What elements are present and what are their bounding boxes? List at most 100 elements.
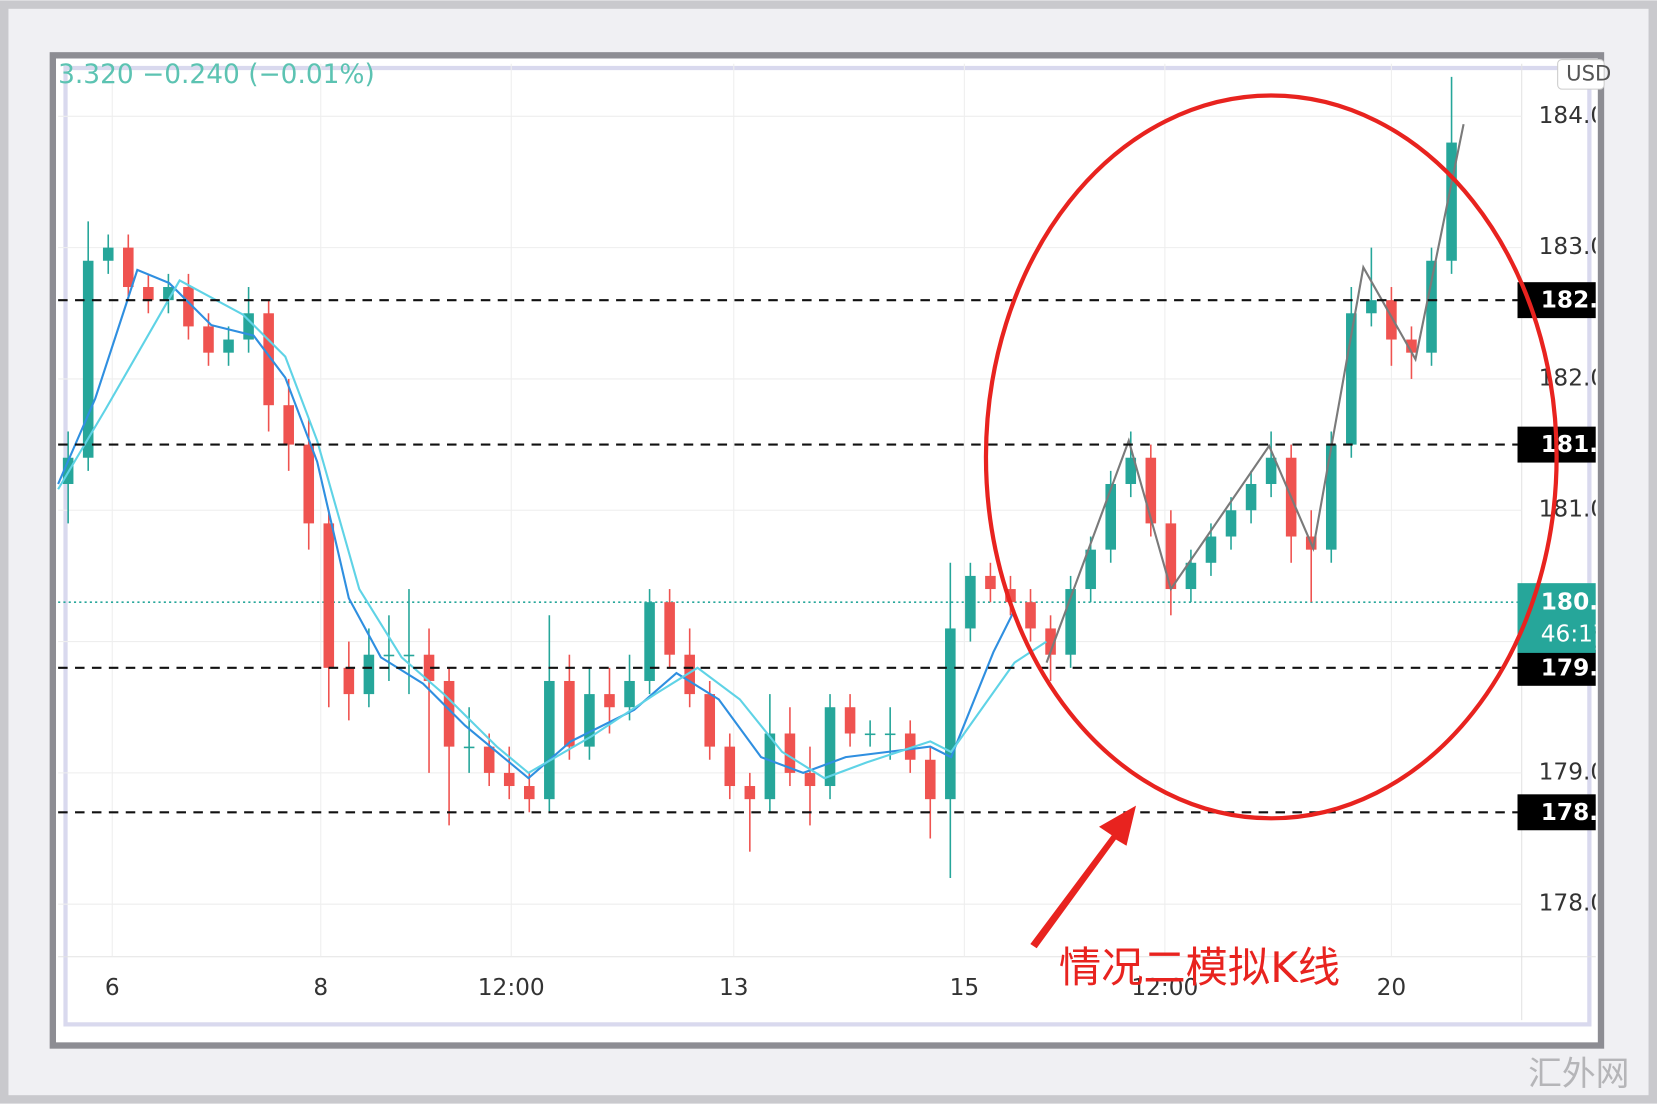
watermark: 汇外网: [1528, 1054, 1629, 1093]
candle-body: [1145, 457, 1157, 524]
candle-body: [664, 602, 675, 655]
x-tick-label: 6: [105, 974, 120, 1001]
inner-frame: [63, 65, 1592, 1027]
candle-body: [1366, 300, 1377, 314]
level-label: 179.8: [1541, 654, 1615, 681]
line-series: [1045, 123, 1465, 663]
candle-body: [1045, 628, 1056, 655]
level-label: 182.6: [1541, 287, 1615, 314]
candle-body: [243, 313, 254, 340]
candle-body: [844, 707, 856, 734]
candle-body: [423, 654, 435, 681]
candle-body: [524, 786, 535, 800]
candle-body: [985, 575, 996, 590]
candle-body: [824, 707, 836, 787]
x-tick-label: 8: [313, 974, 328, 1001]
candle-body: [203, 326, 214, 353]
candle-body: [724, 746, 736, 787]
candle-body: [163, 287, 174, 301]
y-tick-label: 183.0: [1539, 233, 1606, 260]
candle-body: [544, 680, 555, 800]
candle-body: [884, 733, 896, 736]
candle-body: [744, 786, 756, 800]
candle-body: [704, 694, 716, 747]
candle-body: [945, 628, 956, 800]
candle-body: [804, 772, 816, 787]
candle-body: [584, 694, 595, 747]
candle-body: [183, 287, 194, 327]
y-tick-label: 184.0: [1539, 102, 1606, 129]
x-tick-label: 12:00: [1131, 974, 1198, 1001]
candle-body: [1325, 444, 1337, 550]
countdown: 46:17: [1541, 620, 1608, 647]
candle-body: [363, 654, 375, 695]
annotation: 情况二模拟K线: [1059, 943, 1340, 992]
candle-body: [483, 746, 495, 773]
candle-body: [644, 602, 655, 681]
candle-body: [102, 247, 114, 261]
candle-body: [1025, 602, 1036, 629]
currency-box: [1557, 59, 1605, 90]
candle-body: [1065, 589, 1076, 655]
arrow: [1030, 805, 1137, 949]
candle-body: [1105, 483, 1117, 550]
candle-body: [1446, 142, 1457, 261]
candle-body: [1406, 339, 1417, 353]
candle-body: [123, 247, 134, 288]
highlight-circle: [983, 93, 1559, 821]
x-tick-label: 12:00: [478, 974, 545, 1001]
candle-body: [1426, 260, 1437, 353]
candle-body: [1165, 523, 1177, 590]
x-tick-label: 13: [719, 974, 749, 1001]
candle-body: [1245, 483, 1257, 511]
candle-body: [604, 694, 615, 708]
candle-body: [864, 733, 876, 736]
candle-body: [904, 733, 916, 760]
candle-body: [263, 313, 274, 406]
candle-body: [503, 772, 515, 787]
candle-body: [323, 523, 335, 668]
candle-body: [784, 733, 796, 773]
candle-body: [1125, 457, 1137, 484]
x-tick-label: 20: [1377, 974, 1407, 1001]
last-price-label: 180.3: [1541, 589, 1615, 616]
candle-body: [303, 444, 315, 524]
candle-body: [343, 667, 355, 695]
candle-body: [684, 654, 695, 695]
candle-body: [463, 746, 475, 749]
candle-body: [1265, 457, 1277, 484]
last-price-box: [1517, 583, 1596, 653]
candle-body: [624, 680, 635, 708]
candle-body: [1085, 549, 1096, 590]
y-tick-label: 178.0: [1539, 890, 1606, 917]
candle-body: [764, 733, 776, 800]
candle-body: [1346, 313, 1357, 445]
candle-body: [1205, 536, 1217, 563]
level-label-box: [1517, 649, 1596, 686]
candle-body: [1185, 562, 1197, 590]
candle-body: [924, 759, 936, 800]
candle-body: [82, 260, 94, 458]
line-series: [57, 279, 1047, 780]
candle-body: [223, 339, 234, 353]
candle-body: [383, 654, 395, 657]
currency: USD: [1566, 60, 1611, 85]
candle-body: [1005, 589, 1016, 603]
line-series: [57, 268, 1016, 780]
level-label: 181.5: [1541, 431, 1615, 458]
candle-body: [283, 405, 294, 445]
candle-body: [143, 287, 154, 301]
level-label: 178.7: [1541, 799, 1615, 826]
header-text: 3.320 −0.240 (−0.01%): [58, 59, 375, 90]
x-tick-label: 15: [950, 974, 980, 1001]
candle-body: [1225, 510, 1237, 537]
y-tick-label: 179.0: [1539, 758, 1606, 785]
level-label-box: [1517, 794, 1596, 831]
y-tick-label: 181.0: [1539, 496, 1606, 523]
candle-body: [443, 680, 455, 747]
chart-panel: [49, 52, 1605, 1049]
candle-body: [965, 575, 976, 629]
candle-body: [403, 654, 415, 657]
candle-body: [1386, 300, 1397, 340]
